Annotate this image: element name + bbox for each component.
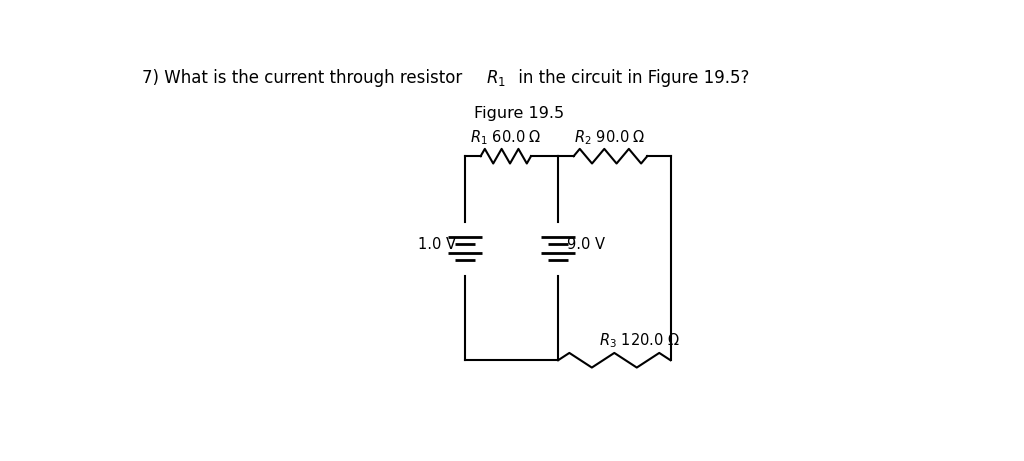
Text: in the circuit in Figure 19.5?: in the circuit in Figure 19.5? — [513, 69, 750, 87]
Text: 9.0 V: 9.0 V — [567, 237, 605, 252]
Text: 1.0 V: 1.0 V — [418, 237, 456, 252]
Text: Figure 19.5: Figure 19.5 — [474, 106, 564, 121]
Text: $R_3$ 120.0 $\Omega$: $R_3$ 120.0 $\Omega$ — [599, 331, 680, 350]
Text: $R_2$ 90.0 $\Omega$: $R_2$ 90.0 $\Omega$ — [574, 128, 646, 147]
Text: 7) What is the current through resistor: 7) What is the current through resistor — [142, 69, 467, 87]
Text: $R_1$ 60.0 $\Omega$: $R_1$ 60.0 $\Omega$ — [470, 128, 541, 147]
Text: $R_1$: $R_1$ — [486, 68, 506, 88]
